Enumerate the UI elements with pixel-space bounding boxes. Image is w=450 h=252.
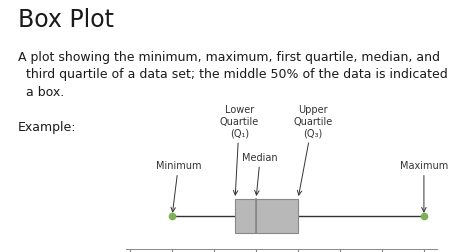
Text: Median: Median <box>243 152 278 195</box>
Text: A plot showing the minimum, maximum, first quartile, median, and
  third quartil: A plot showing the minimum, maximum, fir… <box>18 50 450 98</box>
Text: Upper
Quartile
(Q₃): Upper Quartile (Q₃) <box>293 105 333 195</box>
Text: Maximum: Maximum <box>400 160 448 212</box>
Text: Box Plot: Box Plot <box>18 8 114 32</box>
Bar <box>256 199 298 233</box>
Text: Example:: Example: <box>18 121 76 134</box>
Text: Lower
Quartile
(Q₁): Lower Quartile (Q₁) <box>220 105 259 195</box>
Bar <box>235 199 256 233</box>
Text: Minimum: Minimum <box>156 160 201 212</box>
